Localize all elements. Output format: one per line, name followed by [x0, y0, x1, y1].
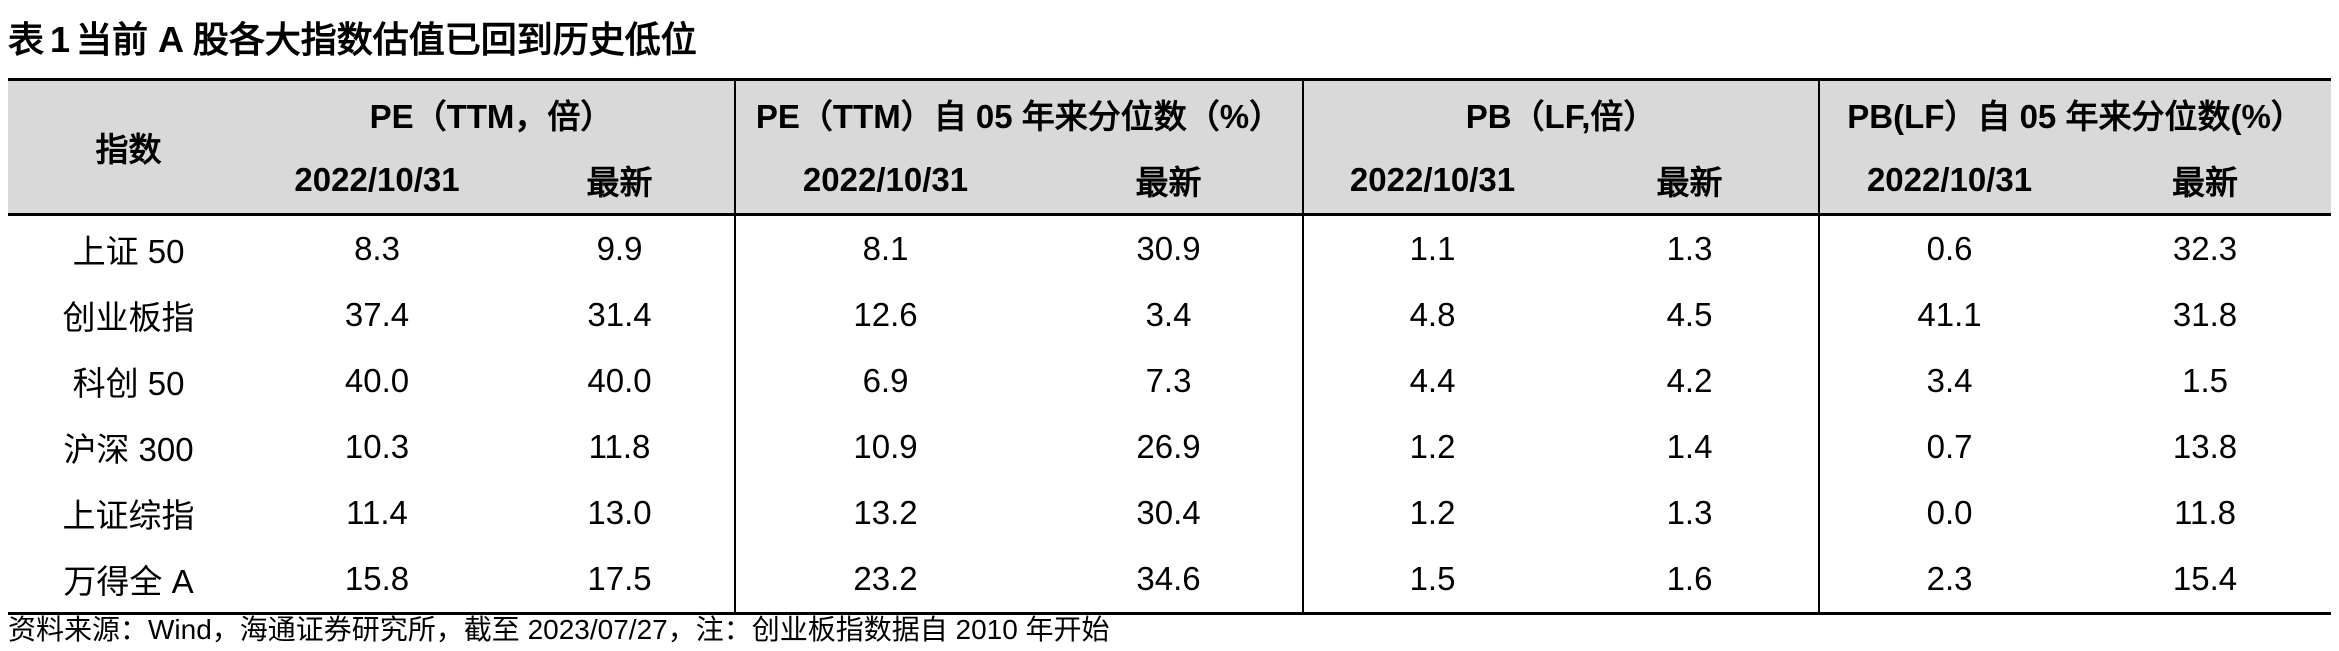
caption-number: 1: [50, 19, 71, 60]
cell-value: 0.6: [1818, 214, 2080, 282]
cell-value: 8.3: [354, 230, 400, 267]
cell-value: 11.4: [346, 494, 408, 531]
cell-value: 11.8: [2174, 494, 2236, 531]
cell-value: 41.1: [1818, 282, 2080, 348]
cell-value: 31.4: [587, 296, 652, 333]
table-caption: 表 1 当前 A 股各大指数估值已回到历史低位: [8, 14, 697, 66]
cell-value: 4.5: [1666, 296, 1713, 333]
cell-value: 1.5: [1302, 546, 1562, 615]
table-row: 科创 50 40.0 40.0 6.9 7.3 4.4 4.2 3.4 1.5: [8, 348, 2331, 414]
cell-value: 3.4: [1818, 348, 2080, 414]
cell-value: 30.9: [1136, 230, 1201, 267]
subheader-date: 2022/10/31: [1302, 147, 1562, 215]
cell-value: 4.8: [1302, 282, 1562, 348]
index-name: 上证 50: [72, 233, 185, 270]
index-name: 上证综指: [62, 497, 195, 534]
cell-value: 17.5: [505, 546, 736, 615]
cell-value: 32.3: [2172, 230, 2238, 267]
cell-value: 1.4: [1666, 428, 1713, 465]
cell-value: 1.5: [2182, 362, 2228, 399]
index-name: 万得全 A: [8, 546, 249, 615]
cell-value: 13.0: [587, 494, 652, 531]
subheader-latest: 最新: [1035, 147, 1304, 215]
cell-value: 10.9: [734, 414, 1036, 480]
index-column-header: 指数: [8, 79, 249, 215]
cell-value: 1.3: [1666, 494, 1713, 531]
cell-value: 26.9: [1136, 428, 1201, 465]
cell-value: 23.2: [734, 546, 1036, 615]
cell-value: 1.2: [1302, 480, 1562, 546]
cell-value: 7.3: [1145, 362, 1192, 399]
subheader-latest: 最新: [2079, 147, 2332, 215]
cell-value: 34.6: [1035, 546, 1304, 615]
cell-value: 1.2: [1302, 414, 1562, 480]
valuation-table: 指数 PE（TTM，倍） PE（TTM）自 05 年来分位数（%） PB（LF,…: [8, 78, 2332, 615]
cell-value: 3.4: [1145, 296, 1192, 333]
group-header-pb: PB（LF,倍）: [1302, 79, 1820, 147]
table-row: 上证 50 8.3 9.9 8.1 30.9 1.1 1.3 0.6 32.3: [8, 214, 2331, 282]
cell-value: 0.0: [1818, 480, 2080, 546]
index-name: 创业板指: [62, 299, 195, 336]
cell-value: 11.8: [588, 428, 651, 465]
cell-value: 1.1: [1302, 214, 1562, 282]
subheader-latest: 最新: [505, 147, 736, 215]
subheader-latest: 最新: [1561, 147, 1820, 215]
subheader-date: 2022/10/31: [1818, 147, 2080, 215]
cell-value: 4.4: [1302, 348, 1562, 414]
cell-value: 4.2: [1666, 362, 1713, 399]
group-header-pe-percentile: PE（TTM）自 05 年来分位数（%）: [734, 79, 1304, 147]
source-note: 资料来源：Wind，海通证券研究所，截至 2023/07/27，注：创业板指数据…: [8, 614, 1110, 645]
table-row: 上证综指 11.4 13.0 13.2 30.4 1.2 1.3 0.0 11.…: [8, 480, 2331, 546]
cell-value: 40.0: [344, 362, 410, 399]
cell-value: 6.9: [734, 348, 1036, 414]
cell-value: 12.6: [734, 282, 1036, 348]
index-name: 科创 50: [72, 365, 185, 402]
cell-value: 30.4: [1136, 494, 1201, 531]
cell-value: 8.1: [734, 214, 1036, 282]
caption-title: 当前 A 股各大指数估值已回到历史低位: [76, 19, 697, 60]
cell-value: 9.9: [596, 230, 643, 267]
cell-value: 1.3: [1666, 230, 1713, 267]
cell-value: 37.4: [344, 296, 410, 333]
subheader-date: 2022/10/31: [734, 147, 1036, 215]
table-row: 创业板指 37.4 31.4 12.6 3.4 4.8 4.5 41.1 31.…: [8, 282, 2331, 348]
cell-value: 0.7: [1818, 414, 2080, 480]
cell-value: 15.4: [2079, 546, 2332, 615]
table-row: 万得全 A 15.8 17.5 23.2 34.6 1.5 1.6 2.3 15…: [8, 546, 2332, 615]
group-header-pb-percentile: PB(LF）自 05 年来分位数(%）: [1818, 79, 2332, 147]
table-row: 沪深 300 10.3 11.8 10.9 26.9 1.2 1.4 0.7 1…: [8, 414, 2331, 480]
group-header-pe: PE（TTM，倍）: [249, 79, 736, 147]
cell-value: 2.3: [1818, 546, 2080, 615]
cell-value: 15.8: [249, 546, 505, 615]
index-name: 沪深 300: [63, 431, 194, 468]
cell-value: 13.2: [734, 480, 1036, 546]
caption-prefix: 表: [8, 19, 45, 60]
cell-value: 1.6: [1561, 546, 1820, 615]
cell-value: 10.3: [344, 428, 410, 465]
cell-value: 13.8: [2172, 428, 2238, 465]
cell-value: 31.8: [2172, 296, 2238, 333]
subheader-date: 2022/10/31: [249, 147, 505, 215]
cell-value: 40.0: [587, 362, 652, 399]
